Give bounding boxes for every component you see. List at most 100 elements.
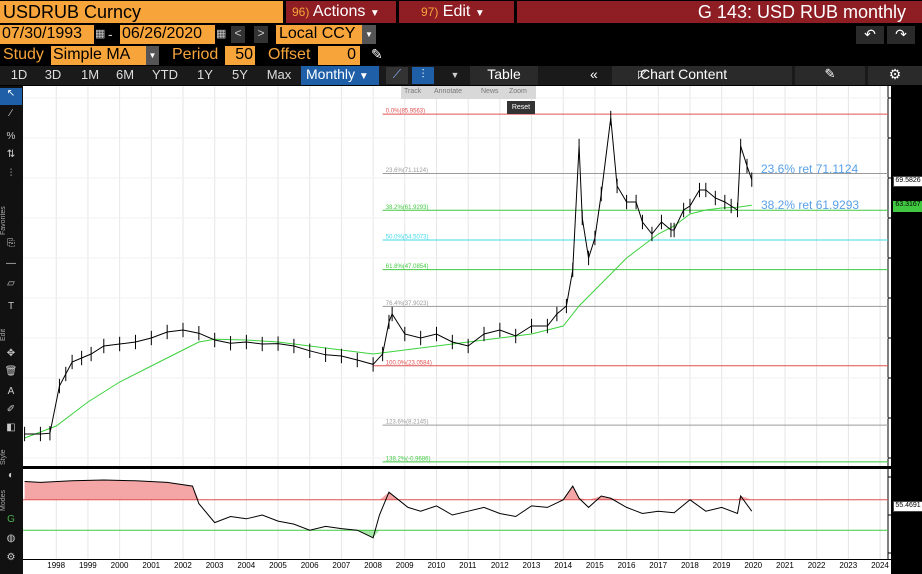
pencil-icon[interactable]: ✎ [371,46,383,62]
x-tick-label: 2020 [744,561,763,570]
table-button[interactable]: Table [470,66,538,85]
x-tick-label: 2009 [395,561,414,570]
zoom-button[interactable]: Zoom [509,88,527,95]
prev-period-button[interactable]: < [231,26,245,43]
palette-icon[interactable]: ◐ [7,470,15,481]
x-tick-label: 2007 [332,561,351,570]
x-tick-label: 2018 [680,561,699,570]
chevron-down-icon: ▼ [369,8,380,19]
x-tick-label: 2000 [110,561,129,570]
x-tick-label: 2022 [807,561,826,570]
start-date-input[interactable]: 07/30/1993 [0,25,94,44]
bar-chart-icon[interactable]: ⫶ [412,67,434,84]
ticker-field[interactable]: USDRUB Curncy [0,1,283,23]
trend-icon[interactable]: ⇅ [6,149,16,160]
title-bar: USDRUB Curncy 96) Actions ▼ 97) Edit ▼ G… [0,0,922,24]
chart-mode-icon[interactable]: ◍ [6,533,16,544]
horizontal-line-icon[interactable]: — [6,258,16,269]
period-5y[interactable]: 5Y [232,67,248,82]
measure-icon[interactable]: ⫶ [9,168,13,179]
move-icon[interactable]: ✥ [6,348,16,359]
fib-level-label: 138.2%(-0.9686) [386,456,431,462]
period-1y[interactable]: 1Y [197,67,213,82]
period-3d[interactable]: 3D [44,67,62,82]
x-tick-label: 2002 [174,561,192,570]
actions-label: Actions [312,3,366,20]
fib-level-label: 0.0%(85.9563) [386,109,425,115]
x-tick-label: 2006 [300,561,319,570]
fib-level-label: 38.2%(61.9293) [386,205,429,211]
frequency-label: Monthly [306,66,356,82]
fib-level-label: 123.6%(8.2145) [386,420,429,426]
study-label: Study [3,46,44,63]
actions-menu[interactable]: 96) Actions ▼ [286,1,396,23]
period-max[interactable]: Max [266,67,292,82]
rsi-panel[interactable]: 050100 55.4691 [23,469,922,559]
news-button[interactable]: News [481,88,499,95]
study-select[interactable]: Simple MA [51,46,146,65]
undo-icon[interactable]: ↶ [856,26,884,44]
next-period-button[interactable]: > [254,26,268,43]
gear-icon[interactable]: ⚙ [868,66,922,85]
overbought-fill [24,480,752,500]
cursor-icon[interactable]: ↖ [0,88,22,105]
annotate-button[interactable]: Annotate [434,88,463,95]
draw-icon[interactable]: ✐ [6,404,16,415]
edit-menu[interactable]: 97) Edit ▼ [399,1,514,23]
edit-section-label: Edit [0,328,7,342]
actions-number: 96) [292,5,310,19]
chart-content-button[interactable]: Chart Content [612,66,792,85]
x-tick-label: 2001 [142,561,161,570]
x-tick-label: 1999 [78,561,97,570]
study-bar: Study Simple MA ▼ Period 50 Offset 0 ✎ [0,45,922,66]
currency-select[interactable]: Local CCY [276,25,362,44]
frequency-select[interactable]: Monthly ▼ [301,66,379,85]
fill-icon[interactable]: ◧ [6,422,16,433]
x-tick-label: 2010 [427,561,446,570]
modes-section-label: Modes [0,489,7,511]
brush-icon[interactable]: ⎘ [7,238,15,249]
chevron-down-icon[interactable]: ▼ [450,70,460,80]
font-icon[interactable]: A [7,386,15,397]
edit-pencil-icon[interactable]: ✎ [795,66,865,85]
settings-icon[interactable]: ⚙ [6,552,16,563]
text-tool-icon[interactable]: T [7,301,15,312]
x-tick-label: 2012 [490,561,509,570]
calendar-icon[interactable]: ▦ [216,28,227,40]
price-line [24,117,753,435]
collapse-icon[interactable]: « [590,66,598,82]
chevron-down-icon[interactable]: ▼ [362,25,376,44]
period-input[interactable]: 50 [225,46,255,65]
chevron-down-icon[interactable]: ▼ [146,46,159,65]
chevron-down-icon: ▼ [358,71,369,82]
reset-button[interactable]: Reset [507,101,535,114]
draw-line-icon[interactable]: ∕ [10,108,12,119]
redo-icon[interactable]: ↷ [887,26,915,44]
x-axis: 1998 1999 2000 2001 2002 2003 2004 2005 2006 2007… [23,560,891,574]
date-separator: - [108,26,113,42]
price-chart[interactable]: 01020304050607080900.0%(85.9563)23.6%(71… [23,86,922,466]
x-tick-label: 2021 [776,561,794,570]
period-6m[interactable]: 6M [115,67,135,82]
x-tick-label: 2023 [839,561,858,570]
period-ytd[interactable]: YTD [152,67,178,82]
end-date-input[interactable]: 06/26/2020 [120,25,215,44]
fib-level-label: 50.0%(54.5073) [386,234,429,240]
period-1d[interactable]: 1D [10,67,28,82]
x-tick-label: 2003 [205,561,224,570]
ruler-icon[interactable]: ▱ [7,278,15,289]
offset-input[interactable]: 0 [318,46,360,65]
style-section-label: Style [0,449,7,465]
percent-icon[interactable]: % [6,131,16,142]
period-1m[interactable]: 1M [80,67,100,82]
chart-icon: ◸ [638,69,647,81]
track-button[interactable]: Track [404,88,422,95]
offset-label: Offset [268,46,311,63]
trash-icon[interactable]: 🗑 [4,366,18,377]
chevron-down-icon: ▼ [474,8,485,19]
line-chart-icon[interactable]: ⟋ [386,67,408,84]
mode-icon[interactable]: G [7,514,15,525]
rsi-line [24,479,753,539]
calendar-icon[interactable]: ▦ [95,28,106,40]
retracement-note-1: 23.6% ret 71.1124 [761,162,859,176]
